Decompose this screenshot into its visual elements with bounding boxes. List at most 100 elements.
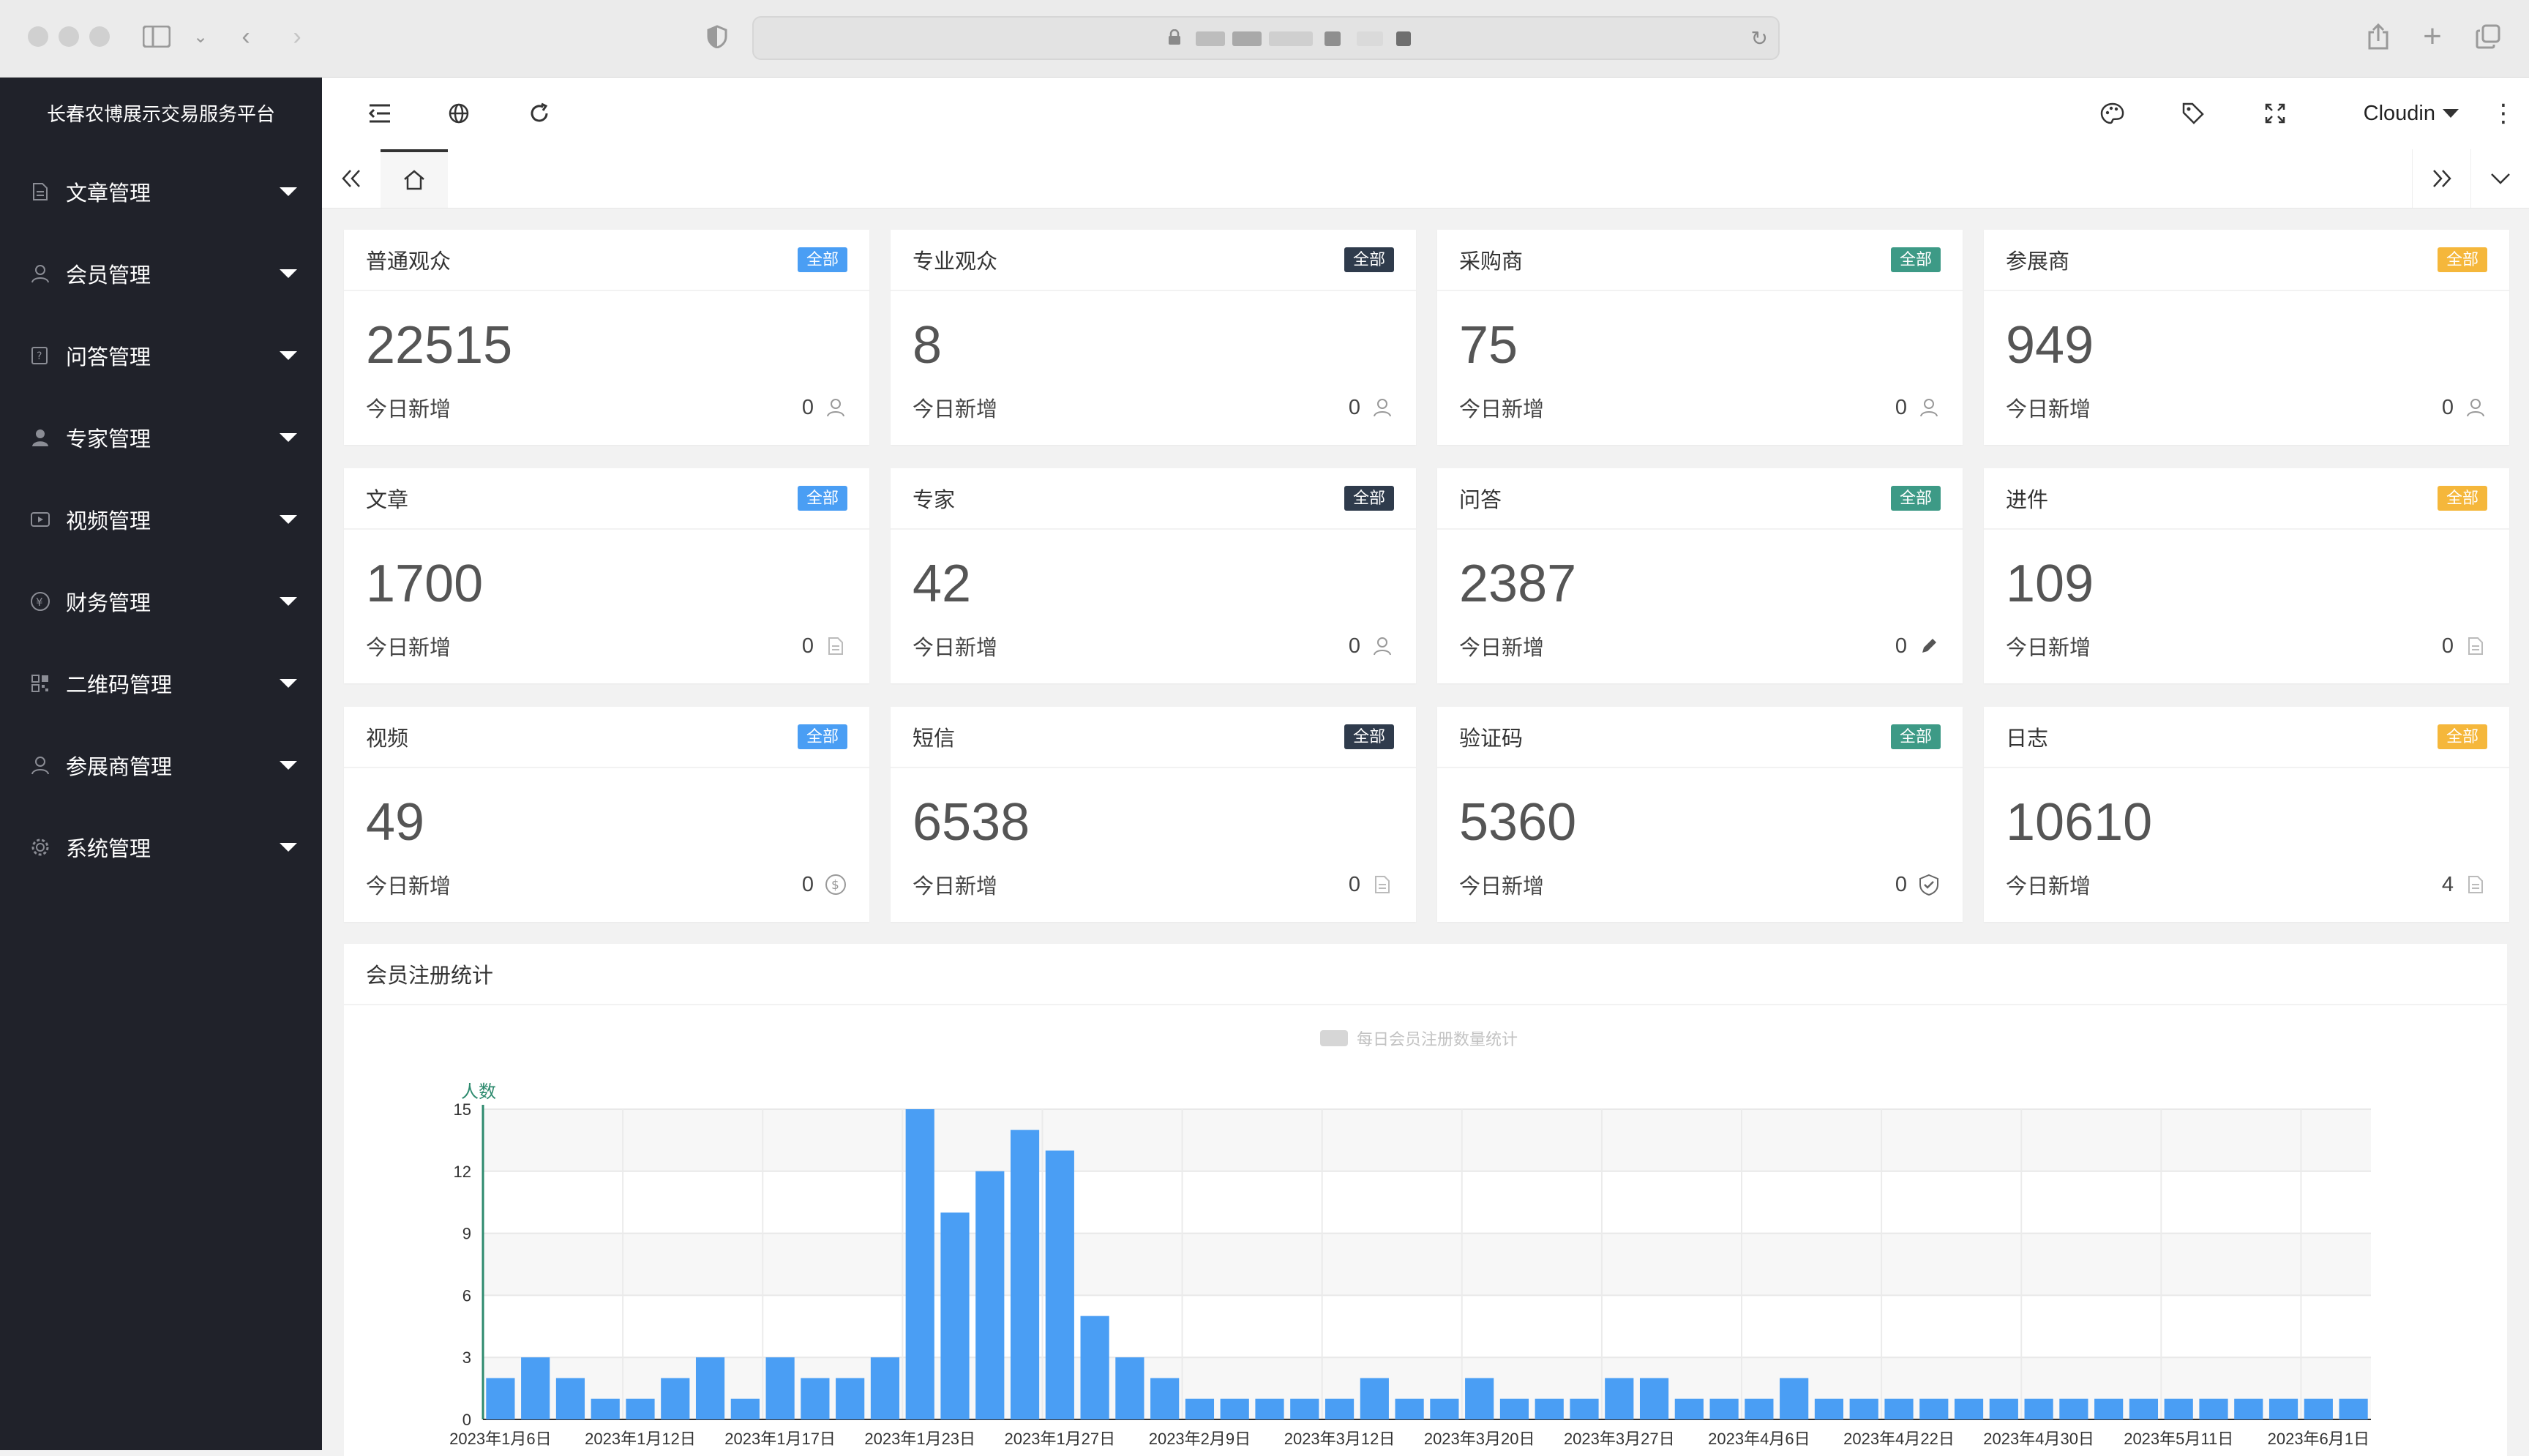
bar [521,1357,550,1419]
chevron-down-icon[interactable]: ⌄ [192,26,209,47]
browser-toolbar: ⌄ ‹ › ↻ + [0,0,2529,78]
all-badge[interactable]: 全部 [1344,724,1394,749]
sidebar-item-3[interactable]: 专家管理 [0,397,322,479]
card-value: 8 [913,316,943,375]
all-badge[interactable]: 全部 [2437,247,2487,272]
card-value: 49 [366,793,425,852]
sidebar-item-label: 视频管理 [66,510,151,533]
sidebar-item-6[interactable]: 二维码管理 [0,642,322,724]
theme-palette-icon[interactable] [2094,95,2131,132]
forward-icon[interactable]: › [293,22,301,50]
bar [1605,1378,1634,1419]
globe-icon[interactable] [441,95,477,132]
bar [905,1109,934,1419]
refresh-icon[interactable] [521,95,558,132]
person-icon [29,427,51,449]
zoom-window-button[interactable] [89,26,110,47]
all-badge[interactable]: 全部 [1890,247,1941,272]
card-value: 109 [2006,555,2094,613]
sidebar-item-label: 文章管理 [66,182,151,206]
tabs-scroll-right-icon[interactable] [2412,149,2471,208]
today-new-count: 0 [801,634,814,658]
tab-overview-icon[interactable] [2470,18,2506,56]
fullscreen-icon[interactable] [2257,95,2293,132]
bar [1780,1378,1809,1419]
sidebar-item-1[interactable]: 会员管理 [0,233,322,315]
sidebar-item-4[interactable]: 视频管理 [0,479,322,560]
stat-card: 短信 全部 6538 今日新增 0 [891,707,1416,922]
sidebar-item-label: 二维码管理 [66,674,173,697]
bar [730,1398,760,1419]
new-tab-icon[interactable]: + [2423,18,2442,54]
stat-card: 参展商 全部 949 今日新增 0 [1984,230,2509,445]
today-new-count: 0 [1895,395,1907,419]
sidebar-item-7[interactable]: 参展商管理 [0,724,322,806]
stat-card: 视频 全部 49 今日新增 0 $ [344,707,869,922]
grid-band [483,1233,2371,1296]
card-footer: 今日新增 0 [366,392,847,423]
bar [1849,1398,1878,1419]
tab-home[interactable] [381,149,448,208]
card-value: 75 [1459,316,1518,375]
all-badge[interactable]: 全部 [1344,486,1394,511]
bar [1465,1378,1494,1419]
all-badge[interactable]: 全部 [2437,486,2487,511]
all-badge[interactable]: 全部 [797,247,847,272]
card-header: 验证码 全部 [1437,707,1963,768]
home-icon [404,170,424,190]
today-new-label: 今日新增 [2006,875,2091,898]
shield-icon[interactable] [700,18,735,56]
x-tick-label: 2023年6月1日 [2268,1430,2369,1448]
card-footer: 今日新增 0 [913,631,1394,661]
card-footer: 今日新增 0 [1459,392,1941,423]
bar [2094,1398,2124,1419]
y-tick-label: 15 [454,1100,471,1119]
card-value: 1700 [366,555,484,613]
x-tick-label: 2023年3月12日 [1284,1430,1395,1448]
stat-card: 进件 全部 109 今日新增 0 [1984,468,2509,683]
tabs-scroll-left-icon[interactable] [322,149,381,208]
user-menu[interactable]: Cloudin [2364,95,2459,132]
tag-icon[interactable] [2175,95,2211,132]
back-icon[interactable]: ‹ [241,22,250,50]
card-value: 10610 [2006,793,2153,852]
share-icon[interactable] [2361,18,2396,56]
bar [1010,1130,1040,1419]
card-title: 短信 [913,727,956,751]
top-header: Cloudin ⋮ [322,78,2529,150]
sidebar-item-8[interactable]: 系统管理 [0,806,322,888]
caret-down-icon [2443,109,2459,118]
bar [1989,1398,2018,1419]
bar [2339,1398,2368,1419]
user-icon [1371,634,1394,658]
more-vertical-icon[interactable]: ⋮ [2491,100,2516,127]
bar [1919,1398,1949,1419]
close-window-button[interactable] [28,26,48,47]
minimize-window-button[interactable] [59,26,79,47]
bar [1045,1150,1074,1419]
address-bar[interactable]: ↻ [752,16,1780,60]
menu-collapse-icon[interactable] [361,95,398,132]
tabs-dropdown-icon[interactable] [2470,149,2529,208]
all-badge[interactable]: 全部 [797,486,847,511]
card-header: 普通观众 全部 [344,230,869,291]
card-title: 进件 [2006,489,2049,512]
bar [1360,1378,1389,1419]
all-badge[interactable]: 全部 [1344,247,1394,272]
reload-icon[interactable]: ↻ [1750,27,1768,50]
sidebar-toggle-icon[interactable] [139,18,174,56]
today-new-label: 今日新增 [913,398,998,421]
y-tick-label: 6 [462,1286,471,1305]
sidebar-item-2[interactable]: ? 问答管理 [0,315,322,397]
caret-down-icon [280,433,297,442]
card-header: 短信 全部 [891,707,1416,768]
sidebar-item-0[interactable]: 文章管理 [0,151,322,233]
bar [975,1171,1005,1419]
all-badge[interactable]: 全部 [2437,724,2487,749]
all-badge[interactable]: 全部 [1890,724,1941,749]
all-badge[interactable]: 全部 [797,724,847,749]
today-new-count: 0 [1348,872,1360,896]
all-badge[interactable]: 全部 [1890,486,1941,511]
sidebar-item-5[interactable]: ¥ 财务管理 [0,560,322,642]
